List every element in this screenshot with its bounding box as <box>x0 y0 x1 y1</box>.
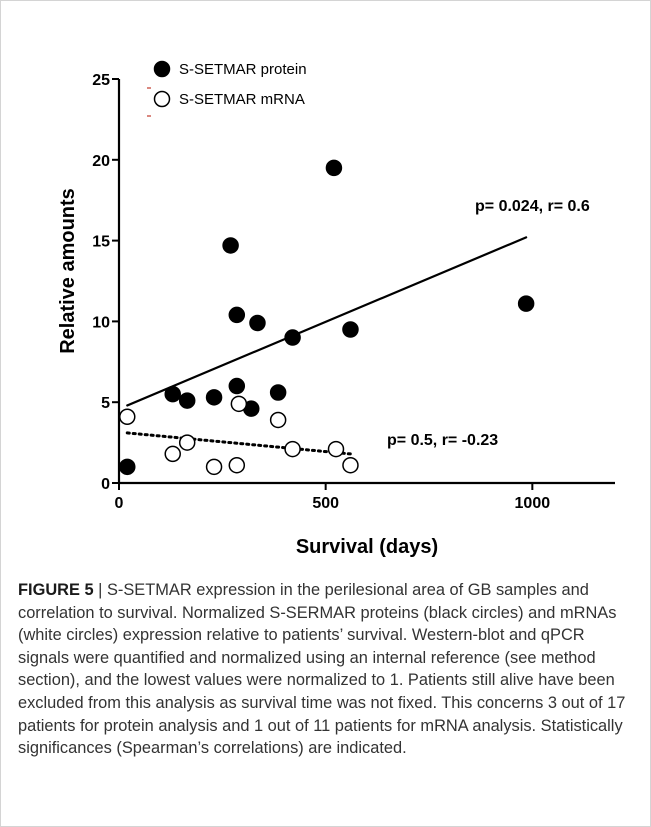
legend-label-mrna: S-SETMAR mRNA <box>179 91 305 108</box>
chart-labels: Survival (days) Relative amounts p= 0.024,… <box>57 188 590 558</box>
y-tick-label: 20 <box>92 153 110 170</box>
mrna-point <box>230 395 248 413</box>
mrna-point <box>284 440 301 458</box>
y-axis-title: Relative amounts <box>57 188 79 354</box>
y-tick-label: 0 <box>101 476 110 493</box>
mrna-point <box>327 440 345 458</box>
figure-label: FIGURE 5 <box>18 581 94 599</box>
axes: 0 5 10 15 20 25 0 500 1000 <box>92 72 615 512</box>
caption-text: S-SETMAR expression in the perilesional … <box>18 581 626 758</box>
protein-point <box>228 306 246 324</box>
protein-stats-annotation: p= 0.024, r= 0.6 <box>475 198 590 215</box>
data-points <box>119 159 535 476</box>
mrna-point <box>119 408 136 425</box>
y-tick-label: 5 <box>101 395 110 412</box>
mrna-point <box>342 456 359 474</box>
protein-point <box>325 159 343 177</box>
x-tick-label: 0 <box>115 495 124 512</box>
y-tick-label: 10 <box>92 314 110 331</box>
mrna-point <box>164 445 181 463</box>
protein-point <box>342 321 359 338</box>
x-tick-label: 500 <box>312 495 339 512</box>
protein-point <box>119 458 136 476</box>
y-tick-label: 25 <box>92 72 110 89</box>
mrna-point <box>178 434 196 451</box>
mrna-fit-line <box>125 431 352 456</box>
x-tick-label: 1000 <box>515 495 551 512</box>
protein-point <box>269 384 287 401</box>
legend: S-SETMAR protein S-SETMAR mRNA <box>147 60 307 117</box>
mrna-point <box>228 456 246 474</box>
x-axis-title: Survival (days) <box>296 536 438 558</box>
legend-marker-protein <box>153 60 171 78</box>
caption-separator: | <box>93 581 107 599</box>
fit-lines <box>125 236 528 456</box>
legend-marker-mrna <box>153 90 171 108</box>
protein-point <box>249 314 266 332</box>
figure-caption: FIGURE 5 | S-SETMAR expression in the pe… <box>18 579 640 760</box>
mrna-stats-annotation: p= 0.5, r= -0.23 <box>387 432 498 449</box>
protein-point <box>178 392 196 409</box>
protein-point <box>228 377 246 395</box>
mrna-point <box>205 458 223 476</box>
legend-label-protein: S-SETMAR protein <box>179 61 307 78</box>
protein-point <box>164 385 181 403</box>
protein-point <box>205 389 223 406</box>
protein-point <box>517 295 535 312</box>
protein-point <box>284 329 301 346</box>
protein-point <box>222 237 239 254</box>
protein-fit-line <box>126 236 528 407</box>
y-tick-label: 15 <box>92 234 110 251</box>
mrna-point <box>269 411 287 429</box>
